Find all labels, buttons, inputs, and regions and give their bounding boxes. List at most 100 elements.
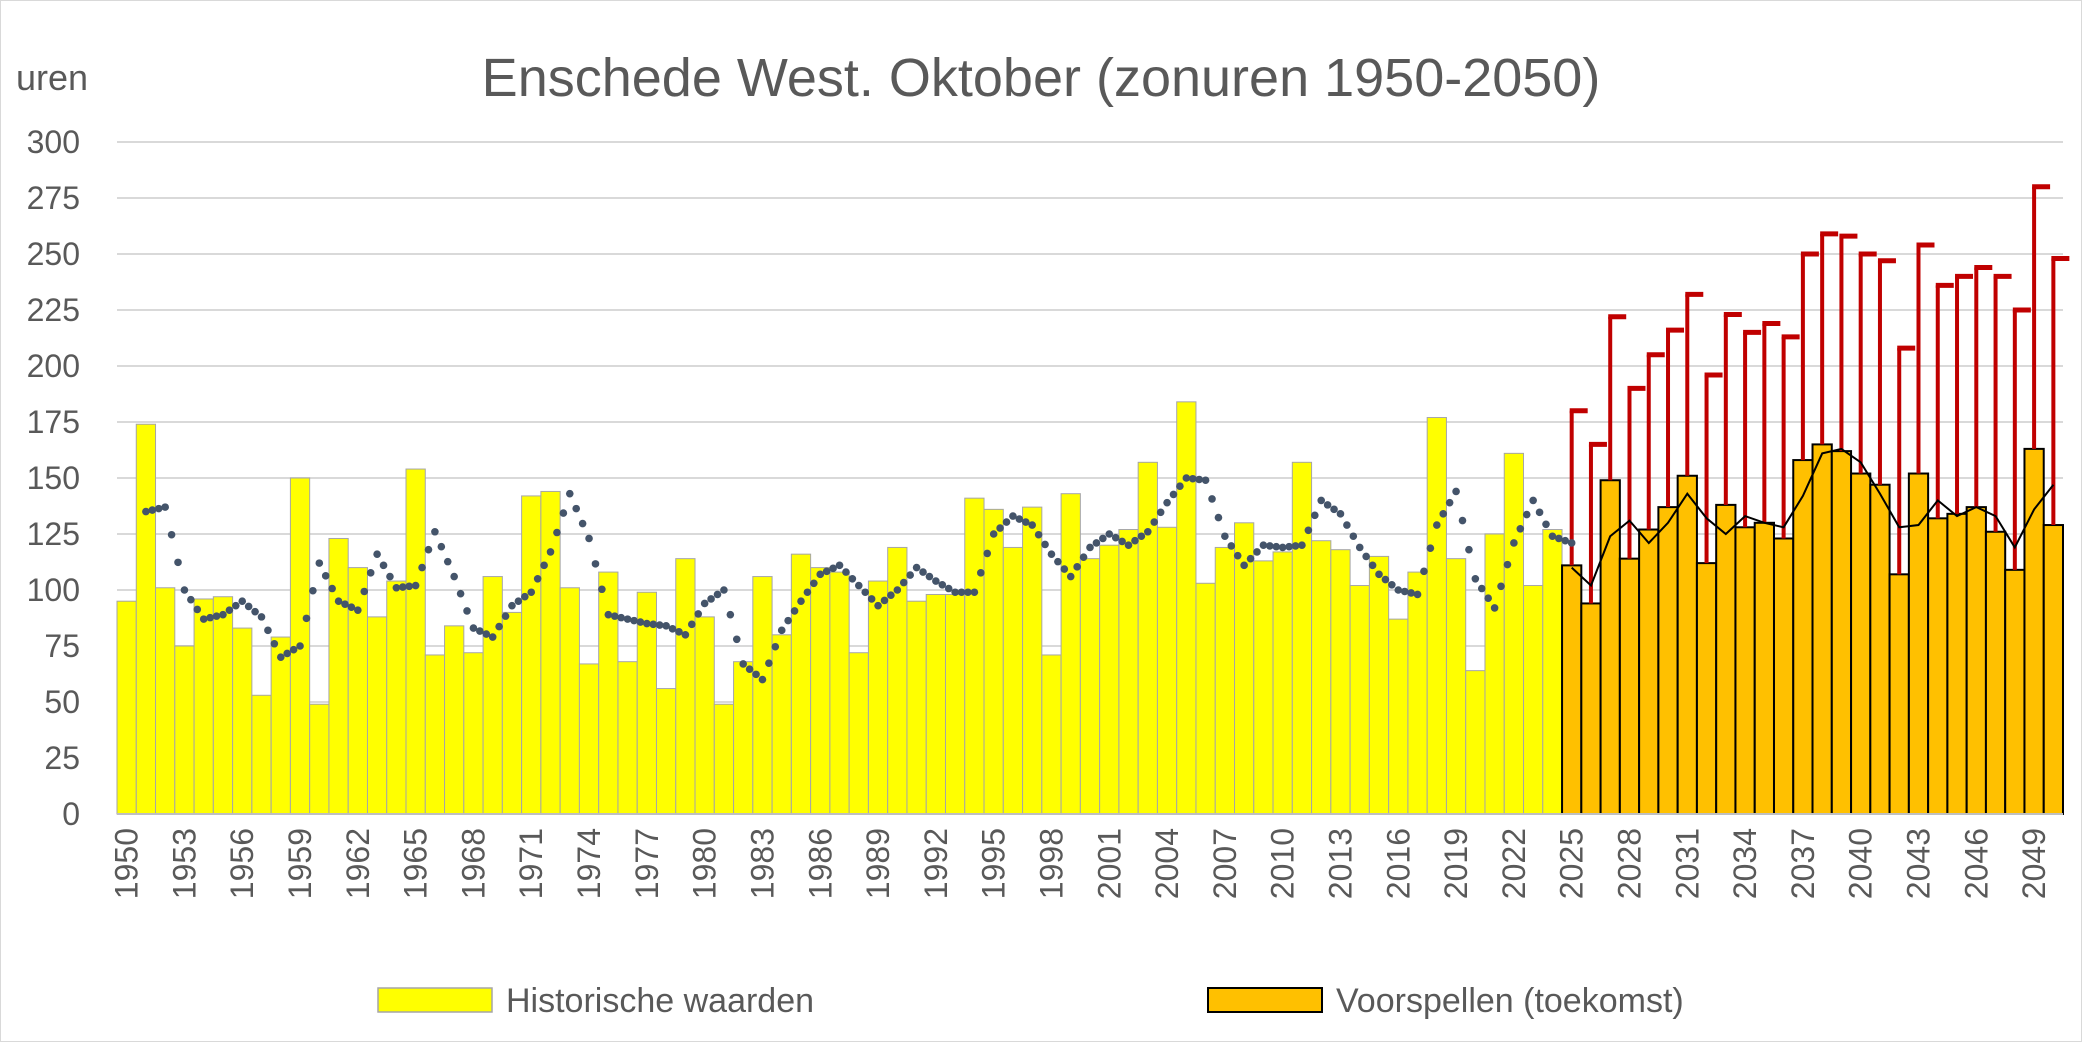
- trend-dot: [797, 597, 805, 605]
- bar-historical-1983: [752, 576, 773, 815]
- trend-dot: [630, 616, 638, 625]
- trend-dot: [1118, 537, 1126, 546]
- trend-dot: [187, 595, 195, 604]
- bar-historical-1954: [193, 598, 214, 815]
- trend-dot: [944, 584, 953, 593]
- x-tick-label-2046: 2046: [1958, 828, 1994, 899]
- bar-historical-1976: [617, 661, 638, 815]
- trend-dot: [1015, 515, 1024, 523]
- x-tick-label-1950: 1950: [109, 828, 145, 899]
- bar-forecast-2040: [1850, 472, 1872, 815]
- trend-dot: [1298, 541, 1306, 549]
- x-axis-ticks: 1950 1953 1956 1959 1962 1965 1968 1971 1974 1977…: [109, 828, 2052, 899]
- trend-dot: [707, 595, 715, 603]
- trend-dot: [180, 586, 189, 594]
- trend-dot: [810, 579, 818, 588]
- trend-dot: [309, 586, 317, 595]
- forecast-trend: [1571, 447, 2055, 588]
- trend-dot: [521, 592, 529, 601]
- bar-historical-1965: [405, 468, 426, 815]
- trend-dot: [1278, 543, 1287, 552]
- bar-forecast-2034: [1734, 526, 1756, 816]
- y-tick-label-50: 50: [44, 684, 80, 720]
- bar-forecast-2048: [2004, 568, 2026, 816]
- y-tick-label-175: 175: [27, 404, 80, 440]
- trend-dot: [829, 564, 837, 573]
- trend-dot: [932, 577, 940, 585]
- trend-dot: [193, 605, 202, 614]
- trend-dot: [488, 633, 497, 641]
- bar-historical-2002: [1118, 529, 1139, 815]
- trend-dot: [296, 642, 304, 650]
- trend-dot: [199, 615, 208, 623]
- bar-historical-1967: [444, 625, 465, 815]
- trend-dot: [148, 506, 157, 514]
- trend-dot: [418, 563, 426, 572]
- trend-dot: [1214, 513, 1223, 522]
- trend-dot: [720, 586, 728, 594]
- trend-dot: [495, 622, 503, 631]
- trend-dot: [1009, 512, 1017, 520]
- trend-dot: [270, 639, 279, 648]
- bar-historical-1952: [155, 587, 176, 815]
- x-tick-label-1971: 1971: [513, 828, 549, 899]
- trend-dot: [771, 642, 780, 651]
- y-tick-label-200: 200: [27, 348, 80, 384]
- trend-dot: [970, 588, 979, 597]
- x-tick-label-1974: 1974: [571, 828, 607, 899]
- trend-dot: [142, 507, 150, 516]
- bar-historical-2001: [1099, 544, 1120, 815]
- trend-dot: [1375, 570, 1383, 579]
- x-tick-label-2043: 2043: [1900, 828, 1936, 899]
- bar-historical-2013: [1330, 549, 1351, 815]
- bar-historical-2007: [1214, 546, 1236, 815]
- trend-dot: [1028, 521, 1036, 529]
- trend-dot: [533, 575, 542, 583]
- legend: Historische waarden Voorspellen (toekoms…: [377, 982, 1684, 1020]
- trend-dot: [996, 524, 1004, 532]
- bar-historical-1982: [733, 661, 754, 815]
- bar-historical-1978: [655, 688, 677, 815]
- trend-dot: [1497, 582, 1505, 591]
- trend-dot: [1542, 520, 1550, 529]
- bar-historical-1957: [251, 694, 272, 815]
- trend-dot: [469, 624, 478, 632]
- trend-dot: [1124, 541, 1133, 549]
- y-tick-label-300: 300: [27, 124, 80, 160]
- trend-dot: [1233, 551, 1242, 560]
- trend-dot: [302, 614, 311, 623]
- bar-historical-1979: [675, 558, 696, 815]
- trend-dot: [675, 628, 683, 636]
- trend-dot: [1291, 542, 1300, 550]
- trend-dot: [553, 528, 561, 537]
- trend-dot: [578, 519, 587, 528]
- trend-dot: [1041, 540, 1049, 549]
- trend-dot: [1529, 496, 1537, 505]
- trend-dot: [450, 572, 458, 581]
- bar-historical-1956: [232, 627, 253, 815]
- y-tick-label-100: 100: [27, 572, 80, 608]
- trend-dot: [1221, 532, 1229, 541]
- trend-dot: [1246, 554, 1255, 563]
- trend-dot: [1400, 587, 1409, 596]
- bar-forecast-2046: [1965, 506, 1987, 815]
- trend-dot: [1561, 536, 1570, 545]
- bar-historical-2015: [1368, 555, 1390, 815]
- bar-forecast-2030: [1657, 506, 1679, 815]
- trend-dot: [1137, 532, 1146, 541]
- trend-dot: [655, 621, 664, 629]
- legend-swatch-historical: [377, 987, 493, 1013]
- x-tick-label-2034: 2034: [1727, 828, 1763, 899]
- x-tick-label-1965: 1965: [398, 828, 434, 899]
- bar-historical-1984: [771, 634, 792, 815]
- bar-historical-1955: [212, 596, 234, 815]
- trend-dot: [1567, 539, 1576, 547]
- bar-historical-1975: [598, 571, 619, 815]
- trend-dot: [1285, 542, 1293, 551]
- trend-dot: [938, 580, 947, 589]
- bar-historical-1999: [1060, 493, 1081, 815]
- bar-historical-1964: [386, 580, 407, 815]
- bar-historical-2023: [1523, 585, 1544, 815]
- bar-historical-2012: [1311, 540, 1332, 815]
- trend-dot: [476, 627, 484, 635]
